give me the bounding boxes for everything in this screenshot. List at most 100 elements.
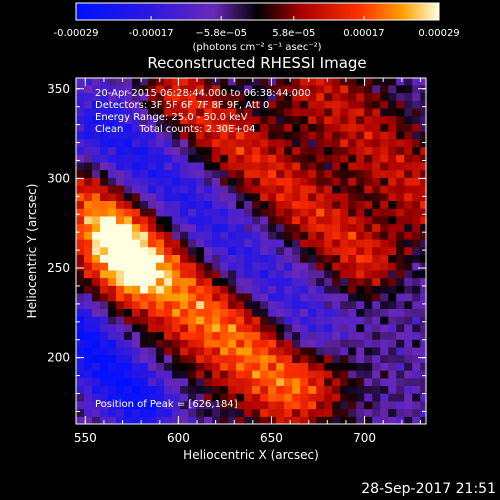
heatmap-cell [308, 215, 317, 225]
heatmap-cell [308, 177, 317, 186]
heatmap-cell [284, 138, 293, 148]
heatmap-cell [132, 262, 141, 271]
heatmap-cell [100, 131, 109, 140]
heatmap-cell [244, 92, 253, 101]
heatmap-cell [268, 377, 277, 387]
heatmap-cell [380, 277, 389, 286]
heatmap-cell [124, 316, 133, 325]
heatmap-cell [412, 292, 421, 302]
heatmap-cell [268, 408, 277, 417]
heatmap-cell [324, 277, 333, 286]
heatmap-cell [260, 146, 269, 155]
heatmap-cell [364, 231, 373, 240]
heatmap-cell [172, 300, 181, 309]
heatmap-cell [76, 107, 85, 117]
heatmap-cell [212, 123, 221, 132]
heatmap-cell [348, 185, 357, 194]
heatmap-cell [148, 123, 157, 132]
heatmap-cell [100, 292, 109, 302]
heatmap-cell [172, 154, 181, 163]
heatmap-cell [180, 92, 189, 101]
heatmap-cell [164, 169, 173, 178]
heatmap-cell [308, 92, 317, 101]
heatmap-cell [340, 385, 349, 394]
heatmap-cell [324, 370, 333, 379]
heatmap-cell [188, 131, 197, 140]
heatmap-cell [388, 146, 397, 155]
heatmap-cell [276, 377, 285, 387]
heatmap-cell [396, 223, 405, 232]
heatmap-cell [404, 416, 413, 424]
heatmap-cell [164, 161, 173, 171]
heatmap-cell [276, 238, 285, 248]
heatmap-cell [388, 138, 397, 148]
heatmap-cell [276, 161, 285, 171]
heatmap-cell [260, 192, 269, 202]
heatmap-cell [196, 161, 205, 171]
heatmap-cell [308, 238, 317, 248]
heatmap-cell [396, 138, 405, 148]
heatmap-cell [220, 346, 229, 356]
heatmap-cell [76, 346, 85, 356]
heatmap-cell [324, 339, 333, 348]
heatmap-cell [220, 78, 229, 86]
heatmap-cell [228, 231, 237, 240]
heatmap-cell [324, 92, 333, 101]
heatmap-cell [124, 300, 133, 309]
heatmap-cell [276, 300, 285, 309]
heatmap-cell [132, 269, 141, 279]
heatmap-cell [276, 331, 285, 340]
heatmap-cell [108, 84, 117, 94]
heatmap-cell [92, 269, 101, 279]
heatmap-cell [364, 370, 373, 379]
heatmap-cell [300, 154, 309, 163]
heatmap-cell [164, 146, 173, 155]
heatmap-cell [204, 146, 213, 155]
heatmap-cell [316, 277, 325, 286]
heatmap-cell [84, 400, 93, 410]
heatmap-cell [260, 323, 269, 333]
heatmap-cell [244, 223, 253, 232]
heatmap-cell [100, 154, 109, 163]
heatmap-cell [372, 123, 381, 132]
heatmap-cell [228, 370, 237, 379]
heatmap-cell [140, 123, 149, 132]
heatmap-cell [188, 138, 197, 148]
heatmap-cell [380, 169, 389, 178]
heatmap-cell [308, 362, 317, 371]
heatmap-cell [156, 192, 165, 202]
heatmap-cell [188, 100, 197, 109]
heatmap-cell [260, 370, 269, 379]
heatmap-cell [188, 215, 197, 225]
heatmap-cell [380, 362, 389, 371]
heatmap-cell [100, 400, 109, 410]
heatmap-cell [156, 177, 165, 186]
heatmap-cell [348, 223, 357, 232]
heatmap-cell [348, 292, 357, 302]
heatmap-cell [324, 192, 333, 202]
heatmap-cell [404, 308, 413, 317]
heatmap-cell [340, 408, 349, 417]
heatmap-cell [76, 277, 85, 286]
heatmap-cell [356, 192, 365, 202]
heatmap-cell [108, 107, 117, 117]
heatmap-cell [228, 385, 237, 394]
heatmap-cell [196, 123, 205, 132]
heatmap-cell [196, 416, 205, 424]
heatmap-cell [348, 269, 357, 279]
colorbar [75, 2, 440, 21]
heatmap-cell [292, 107, 301, 117]
heatmap-cell [340, 246, 349, 256]
heatmap-cell [172, 200, 181, 209]
heatmap-cell [404, 92, 413, 101]
heatmap-cell [348, 138, 357, 148]
heatmap-cell [356, 408, 365, 417]
heatmap-cell [180, 323, 189, 333]
heatmap-cell [316, 246, 325, 256]
heatmap-cell [316, 385, 325, 394]
heatmap-cell [268, 262, 277, 271]
heatmap-cell [196, 339, 205, 348]
heatmap-cell [388, 277, 397, 286]
heatmap-cell [412, 84, 421, 94]
heatmap-cell [316, 285, 325, 294]
